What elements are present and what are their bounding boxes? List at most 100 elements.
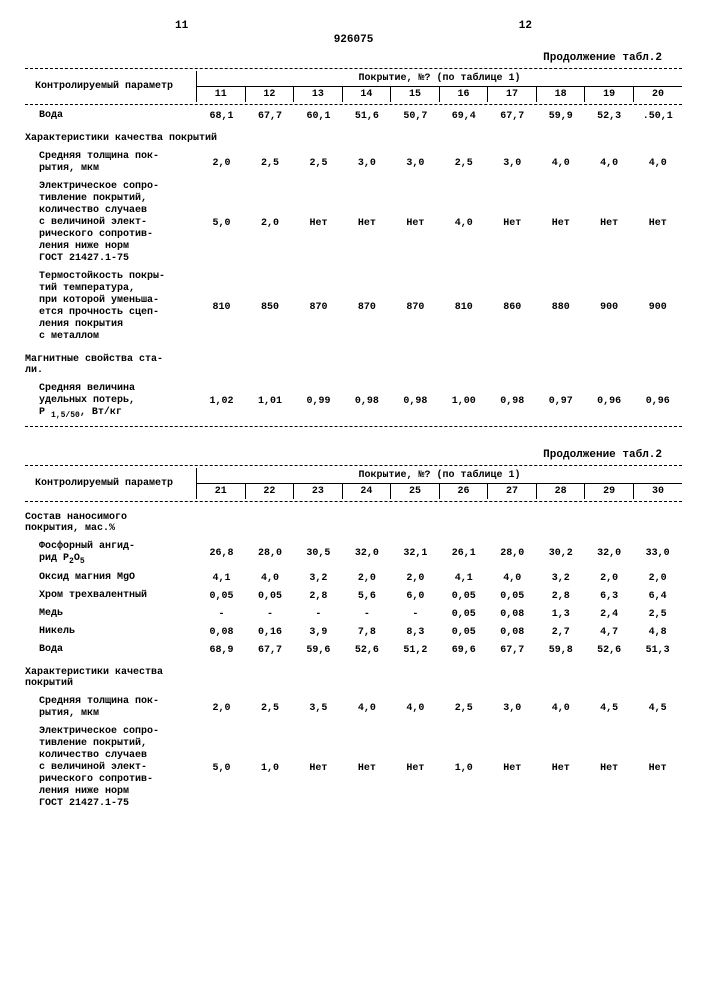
data-cell: 3,0 xyxy=(391,148,439,178)
data-cell: - xyxy=(343,605,391,623)
data-cell: 59,9 xyxy=(536,107,584,125)
data-cell: 1,0 xyxy=(246,723,294,813)
data-cell: 850 xyxy=(246,268,294,346)
data-cell: 26,8 xyxy=(197,538,245,570)
col-header: 14 xyxy=(342,87,391,103)
data-cell: 67,7 xyxy=(246,641,294,659)
data-cell: 32,0 xyxy=(585,538,633,570)
data-cell: Нет xyxy=(633,723,682,813)
data-cell: 4,5 xyxy=(633,693,682,723)
data-cell: 2,5 xyxy=(440,693,488,723)
param-label: Вода xyxy=(25,641,197,659)
data-cell: 28,0 xyxy=(246,538,294,570)
data-cell: 3,0 xyxy=(488,148,536,178)
data-cell: 3,2 xyxy=(294,569,342,587)
data-cell: 51,6 xyxy=(343,107,391,125)
data-cell: 900 xyxy=(633,268,682,346)
data-cell: 4,0 xyxy=(246,569,294,587)
param-label: Средняя толщина пок-рытия, мкм xyxy=(25,148,197,178)
data-cell: 4,0 xyxy=(488,569,536,587)
hdr-coating-b: Покрытие, №? (по таблице 1) xyxy=(197,468,683,484)
col-header: 25 xyxy=(391,483,440,499)
data-cell: 2,4 xyxy=(585,605,633,623)
data-cell: Нет xyxy=(343,178,391,268)
data-cell: 2,0 xyxy=(585,569,633,587)
data-cell: 5,0 xyxy=(197,178,245,268)
data-cell: 0,05 xyxy=(246,587,294,605)
col-header: 20 xyxy=(633,87,682,103)
data-cell: 3,5 xyxy=(294,693,342,723)
data-cell: 0,08 xyxy=(197,623,245,641)
col-header: 16 xyxy=(439,87,488,103)
param-label: Средняя толщина пок-рытия, мкм xyxy=(25,693,197,723)
data-cell: 2,0 xyxy=(391,569,439,587)
data-cell: 0,16 xyxy=(246,623,294,641)
data-cell: 2,0 xyxy=(197,693,245,723)
data-cell: 3,2 xyxy=(536,569,584,587)
data-cell: 52,6 xyxy=(585,641,633,659)
data-cell: 0,08 xyxy=(488,623,536,641)
param-label: Хром трехвалентный xyxy=(25,587,197,605)
data-cell: Нет xyxy=(343,723,391,813)
data-cell: 59,6 xyxy=(294,641,342,659)
data-cell: 3,0 xyxy=(488,693,536,723)
data-cell: 32,0 xyxy=(343,538,391,570)
data-cell: Нет xyxy=(391,178,439,268)
col-header: 18 xyxy=(536,87,585,103)
data-cell: Нет xyxy=(536,178,584,268)
page-left: 11 xyxy=(175,20,188,32)
data-cell: 4,8 xyxy=(633,623,682,641)
data-cell: - xyxy=(197,605,245,623)
col-header: 15 xyxy=(391,87,440,103)
data-cell: 4,0 xyxy=(440,178,488,268)
data-cell: 2,0 xyxy=(633,569,682,587)
param-label: Средняя величинаудельных потерь,Р 1,5/50… xyxy=(25,380,197,424)
data-cell: 0,98 xyxy=(488,380,536,424)
data-cell: 0,98 xyxy=(391,380,439,424)
data-cell: .50,1 xyxy=(633,107,682,125)
data-cell: 810 xyxy=(197,268,245,346)
data-cell: 2,8 xyxy=(536,587,584,605)
data-cell: - xyxy=(391,605,439,623)
data-cell: 52,6 xyxy=(343,641,391,659)
data-cell: 67,7 xyxy=(246,107,294,125)
param-label: Вода xyxy=(25,107,197,125)
data-cell: 51,3 xyxy=(633,641,682,659)
data-cell: 2,8 xyxy=(294,587,342,605)
section-label: Характеристики качествапокрытий xyxy=(25,659,682,693)
col-header: 13 xyxy=(294,87,343,103)
data-cell: 0,08 xyxy=(488,605,536,623)
data-cell: 7,8 xyxy=(343,623,391,641)
col-header: 24 xyxy=(342,483,391,499)
data-cell: 4,1 xyxy=(197,569,245,587)
data-cell: 4,7 xyxy=(585,623,633,641)
data-cell: Нет xyxy=(536,723,584,813)
data-cell: 2,5 xyxy=(440,148,488,178)
data-cell: 4,0 xyxy=(585,148,633,178)
table-b: Контролируемый параметр Покрытие, №? (по… xyxy=(25,468,682,499)
data-cell: 60,1 xyxy=(294,107,342,125)
data-cell: 2,7 xyxy=(536,623,584,641)
data-cell: 880 xyxy=(536,268,584,346)
data-cell: 5,6 xyxy=(343,587,391,605)
table-b-body: Состав наносимогопокрытия, мас.%Фосфорны… xyxy=(25,504,682,814)
col-header: 11 xyxy=(197,87,246,103)
col-header: 28 xyxy=(536,483,585,499)
col-header: 19 xyxy=(585,87,634,103)
data-cell: 1,3 xyxy=(536,605,584,623)
data-cell: 67,7 xyxy=(488,641,536,659)
data-cell: 2,0 xyxy=(343,569,391,587)
data-cell: 6,0 xyxy=(391,587,439,605)
data-cell: 1,00 xyxy=(440,380,488,424)
data-cell: - xyxy=(294,605,342,623)
param-label: Оксид магния MgO xyxy=(25,569,197,587)
data-cell: Нет xyxy=(294,723,342,813)
data-cell: 67,7 xyxy=(488,107,536,125)
table-caption-a: Продолжение табл.2 xyxy=(25,52,682,64)
data-cell: 4,5 xyxy=(585,693,633,723)
data-cell: 1,01 xyxy=(246,380,294,424)
data-cell: 0,96 xyxy=(633,380,682,424)
param-label: Фосфорный ангид-рид Р2О5 xyxy=(25,538,197,570)
data-cell: 30,5 xyxy=(294,538,342,570)
param-label: Никель xyxy=(25,623,197,641)
